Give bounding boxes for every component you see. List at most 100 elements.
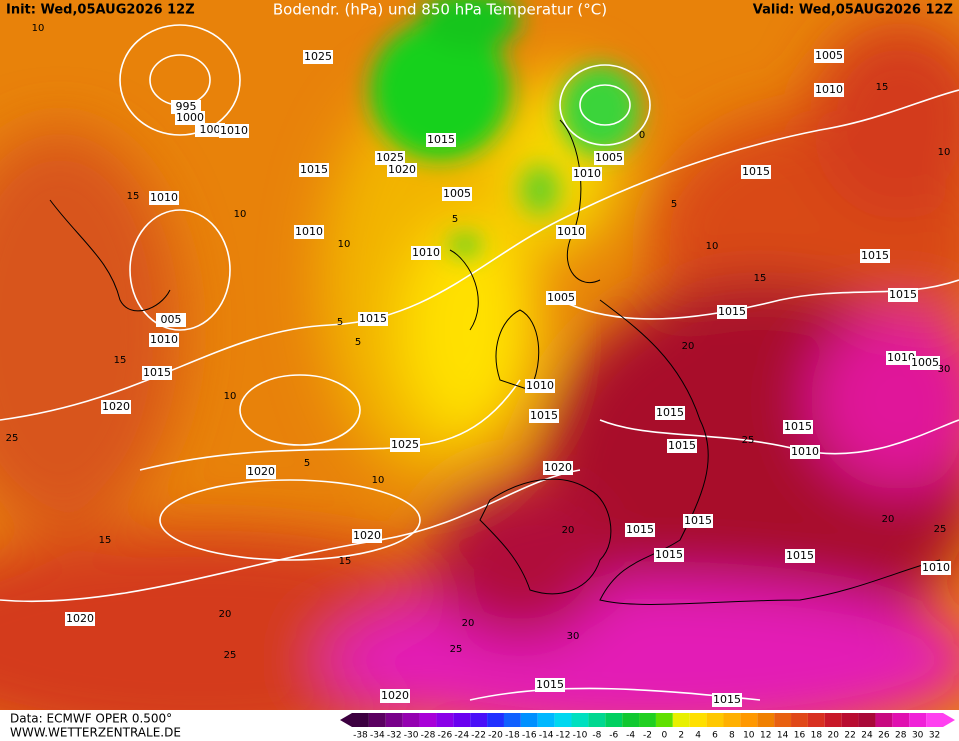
colorbar-label: 12 — [760, 731, 771, 741]
colorbar-swatch — [520, 713, 538, 727]
isobar-label-bg — [667, 439, 697, 453]
isobar-label: 005 — [161, 313, 182, 326]
colorbar-swatch — [807, 713, 825, 727]
isobar-label: 1015 — [786, 549, 814, 562]
isobar-label: 1020 — [381, 689, 409, 702]
colorbar-label: -30 — [404, 731, 419, 741]
isobar-label-bg — [543, 461, 573, 475]
isobar-label-bg — [442, 187, 472, 201]
isobar-label-bg — [195, 123, 225, 137]
isobar-label-bg — [888, 288, 918, 302]
isobar-label-bg — [717, 305, 747, 319]
colorbar-arrow-right — [943, 713, 955, 727]
colorbar-label: 28 — [895, 731, 907, 741]
colorbar-swatch — [385, 713, 403, 727]
isobar-label-bg — [814, 49, 844, 63]
colorbar-swatch — [723, 713, 741, 727]
colorbar-label: -28 — [421, 731, 436, 741]
isobar-label: 1020 — [247, 465, 275, 478]
isobar-label-bg — [380, 689, 410, 703]
colorbar-label: 16 — [794, 731, 806, 741]
colorbar-swatch — [605, 713, 623, 727]
colorbar-label: 30 — [912, 731, 924, 741]
isobar-label-bg — [712, 693, 742, 707]
colorbar-swatch — [655, 713, 673, 727]
isobar-label: 1015 — [359, 312, 387, 325]
isobar-label-bg — [352, 529, 382, 543]
isotherm-label: 5 — [304, 458, 310, 469]
colorbar-swatch — [875, 713, 893, 727]
isotherm-label: 20 — [219, 609, 232, 620]
isobar-label-bg — [101, 400, 131, 414]
valid-time: Valid: Wed,05AUG2026 12Z — [753, 3, 953, 18]
isobar-label-bg — [149, 191, 179, 205]
isobar-label: 1010 — [573, 167, 601, 180]
isobar-label-bg — [886, 351, 916, 365]
isobar-label-bg — [625, 523, 655, 537]
colorbar-label: -8 — [592, 731, 601, 741]
isobar-label-bg — [790, 445, 820, 459]
isotherm-label: 5 — [355, 337, 361, 348]
isotherm-label: 10 — [234, 209, 247, 220]
colorbar-swatch — [402, 713, 420, 727]
colorbar-swatch — [689, 713, 707, 727]
isobar-label: 1015 — [655, 548, 683, 561]
map-title: Bodendr. (hPa) und 850 hPa Temperatur (°… — [273, 1, 607, 19]
isobar-label: 1015 — [536, 678, 564, 691]
isotherm-label: 10 — [338, 239, 351, 250]
isobar-label: 1015 — [742, 165, 770, 178]
colorbar-label: 26 — [878, 731, 890, 741]
isotherm-label: 15 — [99, 535, 112, 546]
isobar-label: 1000 — [176, 111, 204, 124]
isobar-label-bg — [594, 151, 624, 165]
cold-pockets — [370, 0, 640, 255]
isobar-label: 1015 — [143, 366, 171, 379]
isotherm-label: 10 — [372, 475, 385, 486]
isobar-label-bg — [299, 163, 329, 177]
isobar-label: 1015 — [427, 133, 455, 146]
colorbar-label: -12 — [556, 731, 571, 741]
isobar-label-bg — [814, 83, 844, 97]
isotherm-label: 5 — [671, 199, 677, 210]
isotherm-label: 25 — [224, 650, 237, 661]
colorbar-label: -14 — [539, 731, 554, 741]
colorbar: -38 -34 -32 -30 -28 -26 -24 -22 -20 -18 -16 -14 -12-… — [340, 713, 955, 741]
isobar-label-bg — [525, 379, 555, 393]
init-time: Init: Wed,05AUG2026 12Z — [6, 3, 195, 18]
isobar-label-bg — [175, 111, 205, 125]
isobar-label: 1010 — [526, 379, 554, 392]
colorbar-label: 2 — [678, 731, 684, 741]
isobar-label-bg — [387, 163, 417, 177]
isotherm-label: 5 — [337, 317, 343, 328]
isobar-label: 1015 — [668, 439, 696, 452]
isotherm-label: 5 — [452, 214, 458, 225]
colorbar-label: -24 — [454, 731, 469, 741]
isotherm-label: 15 — [754, 273, 767, 284]
colorbar-label: 18 — [811, 731, 823, 741]
isobar-label-bg — [65, 612, 95, 626]
isobar-label-bg — [171, 100, 201, 114]
isobar-label: 1020 — [544, 461, 572, 474]
isobar-label-bg — [426, 133, 456, 147]
colorbar-label: 32 — [929, 731, 940, 741]
isotherm-label: 25 — [6, 433, 19, 444]
colorbar-swatch — [487, 713, 504, 727]
colorbar-swatch — [892, 713, 910, 727]
isotherm-label: 20 — [882, 514, 895, 525]
colorbar-swatch — [419, 713, 437, 727]
isobar-label-bg — [156, 313, 186, 327]
isobar-label: 1025 — [376, 151, 404, 164]
isobar-label: 1010 — [295, 225, 323, 238]
isobar-label: 1010 — [815, 83, 843, 96]
isobar-label-bg — [655, 406, 685, 420]
isobar-label: 1020 — [353, 529, 381, 542]
isobar-label-bg — [375, 151, 405, 165]
isobar-label-bg — [683, 514, 713, 528]
isobar-label: 995 — [176, 100, 197, 113]
colorbar-swatch — [774, 713, 792, 727]
data-source: Data: ECMWF OPER 0.500° — [10, 712, 172, 726]
colorbar-swatch — [672, 713, 690, 727]
isotherm-label: 10 — [224, 391, 237, 402]
colorbar-swatch — [368, 713, 386, 727]
isotherm-label: 20 — [682, 341, 695, 352]
